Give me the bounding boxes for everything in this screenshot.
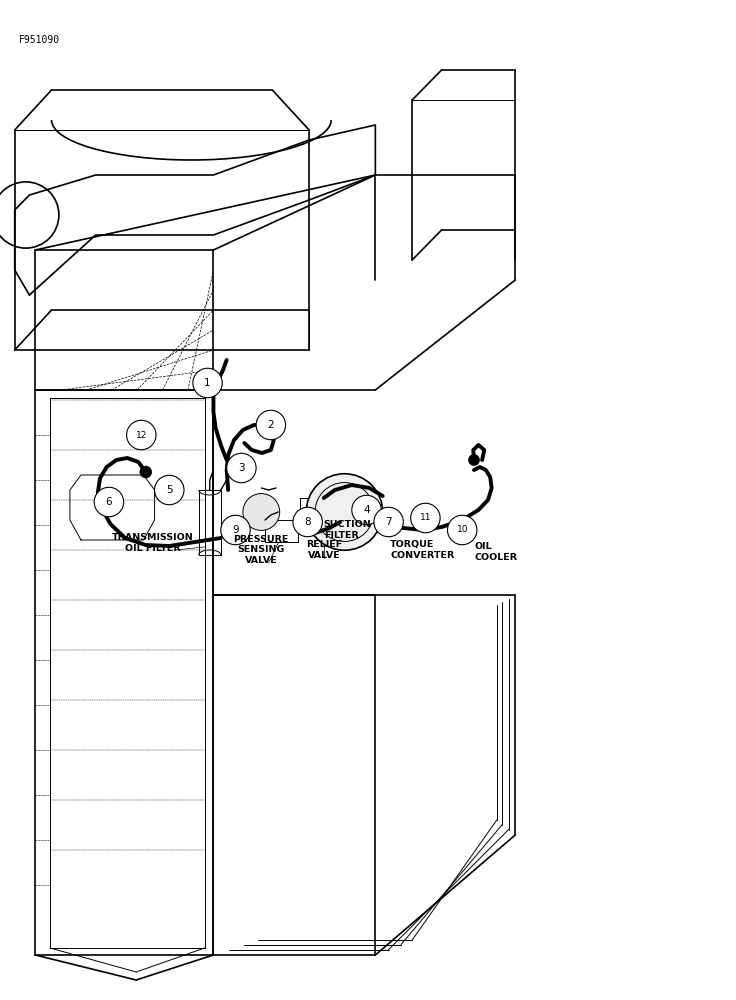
Text: 5: 5 xyxy=(166,485,173,495)
Circle shape xyxy=(193,368,222,398)
Text: TRANSMISSION
OIL FILTER: TRANSMISSION OIL FILTER xyxy=(112,533,194,553)
Text: OIL
COOLER: OIL COOLER xyxy=(475,542,517,562)
Text: 8: 8 xyxy=(304,517,311,527)
Text: 6: 6 xyxy=(105,497,113,507)
Circle shape xyxy=(155,475,184,505)
Text: 7: 7 xyxy=(385,517,392,527)
Text: 2: 2 xyxy=(267,420,275,430)
Circle shape xyxy=(94,487,124,517)
Text: 1: 1 xyxy=(204,378,211,388)
Circle shape xyxy=(293,507,322,537)
Circle shape xyxy=(447,515,477,545)
Text: 4: 4 xyxy=(363,505,370,515)
Circle shape xyxy=(243,494,280,530)
Text: 9: 9 xyxy=(232,525,239,535)
Circle shape xyxy=(469,455,479,465)
Text: TORQUE
CONVERTER: TORQUE CONVERTER xyxy=(390,540,454,560)
Text: PRESSURE
SENSING
VALVE: PRESSURE SENSING VALVE xyxy=(233,534,289,565)
Text: F951090: F951090 xyxy=(18,35,60,45)
Circle shape xyxy=(374,507,403,537)
Circle shape xyxy=(411,503,440,533)
Text: SUCTION
FILTER: SUCTION FILTER xyxy=(324,520,372,540)
Circle shape xyxy=(352,495,381,525)
Text: 12: 12 xyxy=(135,430,147,440)
Text: 10: 10 xyxy=(456,526,468,534)
Text: 3: 3 xyxy=(238,463,245,473)
Circle shape xyxy=(256,410,286,440)
Circle shape xyxy=(227,453,256,483)
Circle shape xyxy=(306,474,383,550)
Circle shape xyxy=(140,466,152,478)
Text: RELIEF
VALVE: RELIEF VALVE xyxy=(305,540,342,560)
Circle shape xyxy=(221,515,250,545)
Circle shape xyxy=(127,420,156,450)
Text: 11: 11 xyxy=(420,514,431,522)
